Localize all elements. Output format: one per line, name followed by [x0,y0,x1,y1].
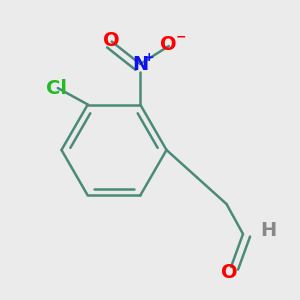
Text: −: − [176,31,186,44]
Text: O: O [221,263,238,282]
Text: +: + [143,51,154,64]
Text: H: H [260,221,277,241]
Text: Cl: Cl [46,79,67,98]
Text: N: N [132,55,148,74]
Text: O: O [103,31,120,50]
Text: O: O [160,35,177,54]
